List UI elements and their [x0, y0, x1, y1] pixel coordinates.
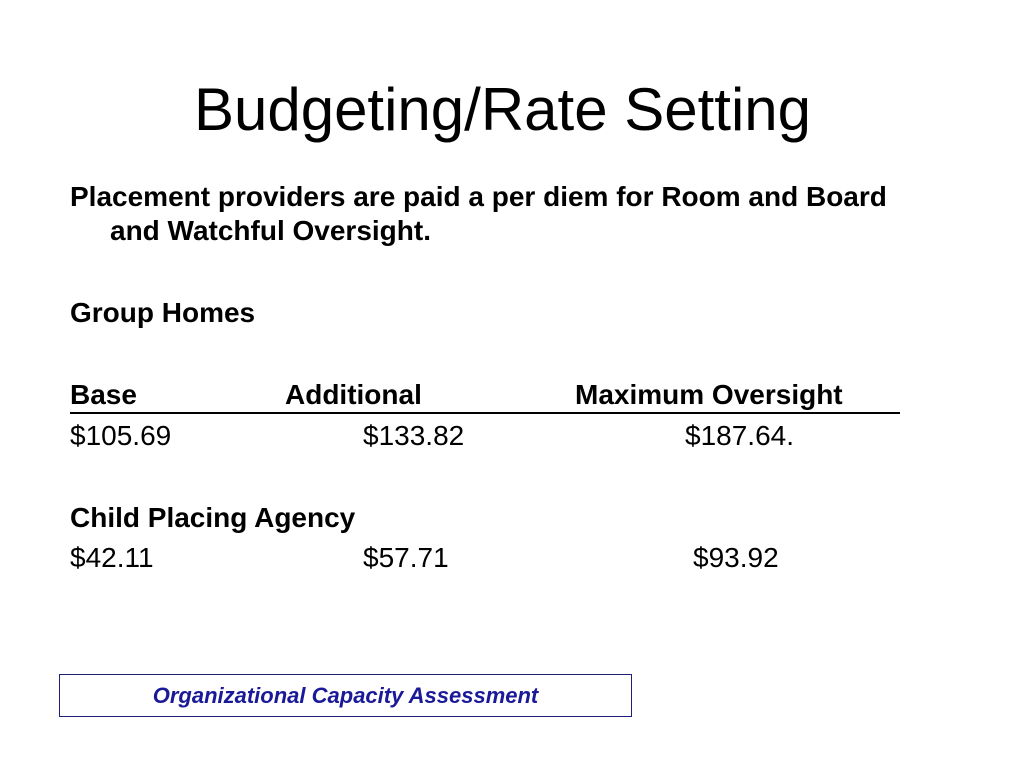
agency-maximum-rate: $93.92	[693, 542, 779, 573]
agency-additional-rate: $57.71	[363, 542, 449, 573]
footer-box: Organizational Capacity Assessment	[59, 674, 632, 717]
intro-text: Placement providers are paid a per diem …	[70, 181, 887, 246]
group-homes-additional-rate: $133.82	[363, 420, 465, 451]
group-homes-rates-row: $105.69 $133.82 $187.64.	[70, 419, 900, 453]
footer-label: Organizational Capacity Assessment	[152, 682, 539, 708]
group-homes-base-rate: $105.69	[70, 420, 172, 451]
column-header-maximum-oversight: Maximum Oversight	[575, 379, 843, 410]
group-homes-maximum-rate: $187.64.	[685, 420, 794, 451]
rate-column-headers: Base Additional Maximum Oversight	[70, 378, 900, 414]
child-placing-agency-heading: Child Placing Agency	[70, 502, 356, 533]
slide-title: Budgeting/Rate Setting	[193, 76, 812, 143]
child-placing-agency-rates-row: $42.11 $57.71 $93.92	[70, 541, 900, 575]
column-header-base: Base	[70, 379, 137, 410]
group-homes-heading: Group Homes	[70, 297, 256, 328]
column-header-additional: Additional	[285, 379, 422, 410]
agency-base-rate: $42.11	[70, 542, 154, 573]
